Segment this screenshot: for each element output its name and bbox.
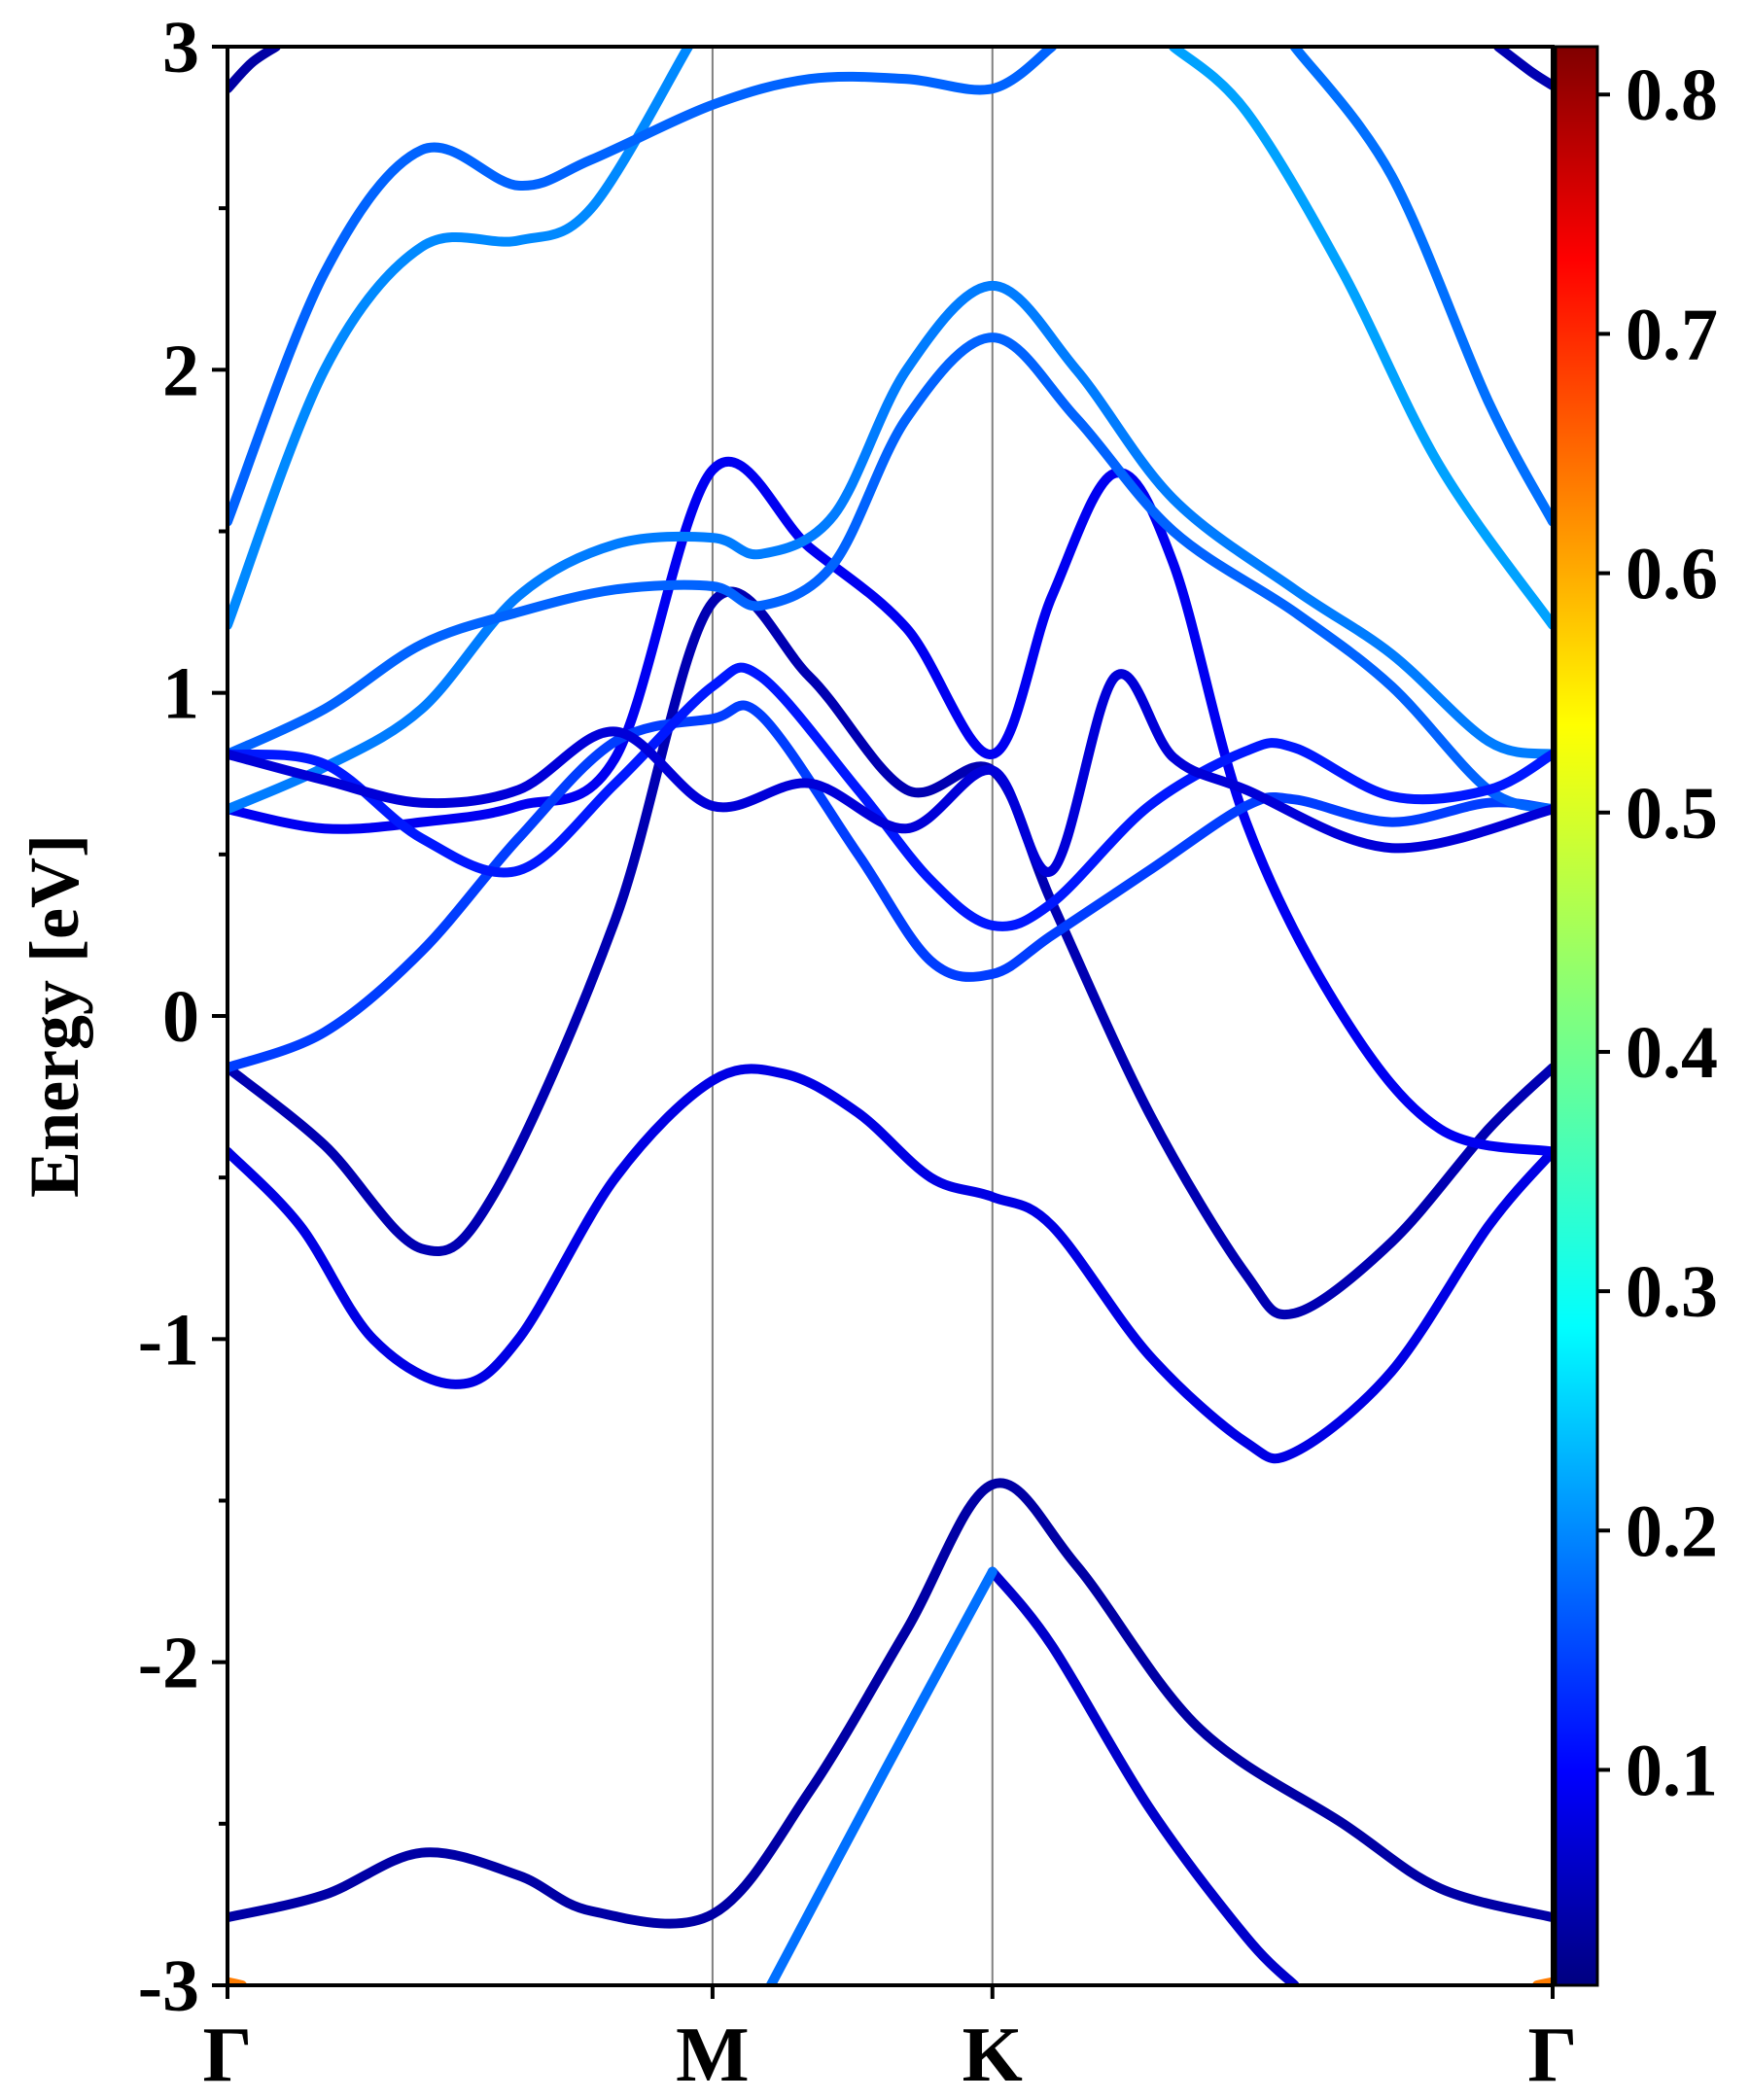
band-line <box>228 662 1553 931</box>
band-lines <box>228 47 1553 1985</box>
band-line <box>228 457 1553 1157</box>
band-line <box>228 280 1553 815</box>
band-line <box>228 47 281 94</box>
colorbar-tick-label: 0.4 <box>1626 1012 1718 1094</box>
band-line <box>228 1478 1553 1929</box>
band-line <box>1168 47 1553 630</box>
y-tick-label: 0 <box>162 976 199 1058</box>
y-tick-label: 2 <box>162 330 199 411</box>
colorbar-tick-label: 0.8 <box>1626 54 1718 136</box>
y-tick-label: 3 <box>162 7 199 88</box>
y-tick-label: 1 <box>162 653 199 735</box>
colorbar-tick-label: 0.1 <box>1626 1730 1718 1811</box>
plot-frame <box>226 45 1555 1987</box>
band-line <box>228 332 1553 815</box>
band-line <box>987 1566 1300 1985</box>
y-tick-label: -3 <box>138 1945 199 2027</box>
colorbar-tick-label: 0.6 <box>1626 534 1718 615</box>
x-tick-label: M <box>676 2012 750 2098</box>
y-axis-label: Energy [eV] <box>16 834 93 1198</box>
band-line <box>228 47 693 630</box>
band-line <box>228 700 1553 1073</box>
colorbar-tick-label: 0.2 <box>1626 1490 1718 1572</box>
kpoint-gridlines <box>711 47 994 1985</box>
band-line <box>765 1566 998 1985</box>
x-tick-label: Γ <box>203 2012 253 2098</box>
colorbar-tick-label: 0.7 <box>1626 294 1718 375</box>
x-tick-label: Γ <box>1528 2012 1578 2098</box>
y-axis-ticks: -3 -2 -1 0 1 2 3 <box>138 7 228 2027</box>
band-line <box>228 47 1058 527</box>
colorbar <box>1554 45 1599 1987</box>
y-tick-label: -2 <box>138 1623 199 1704</box>
colorbar-tick-label: 0.3 <box>1626 1251 1718 1333</box>
band-line <box>1493 47 1553 90</box>
band-line <box>228 669 1553 877</box>
x-tick-label: K <box>962 2012 1023 2098</box>
y-tick-label: -1 <box>138 1299 199 1381</box>
colorbar-ticks: 0.1 0.2 0.3 0.4 0.5 0.6 0.7 0.8 <box>1597 54 1718 1811</box>
band-line <box>228 586 1553 1319</box>
colorbar-tick-label: 0.5 <box>1626 773 1718 855</box>
band-line <box>228 1064 1553 1464</box>
band-line <box>1289 47 1553 527</box>
